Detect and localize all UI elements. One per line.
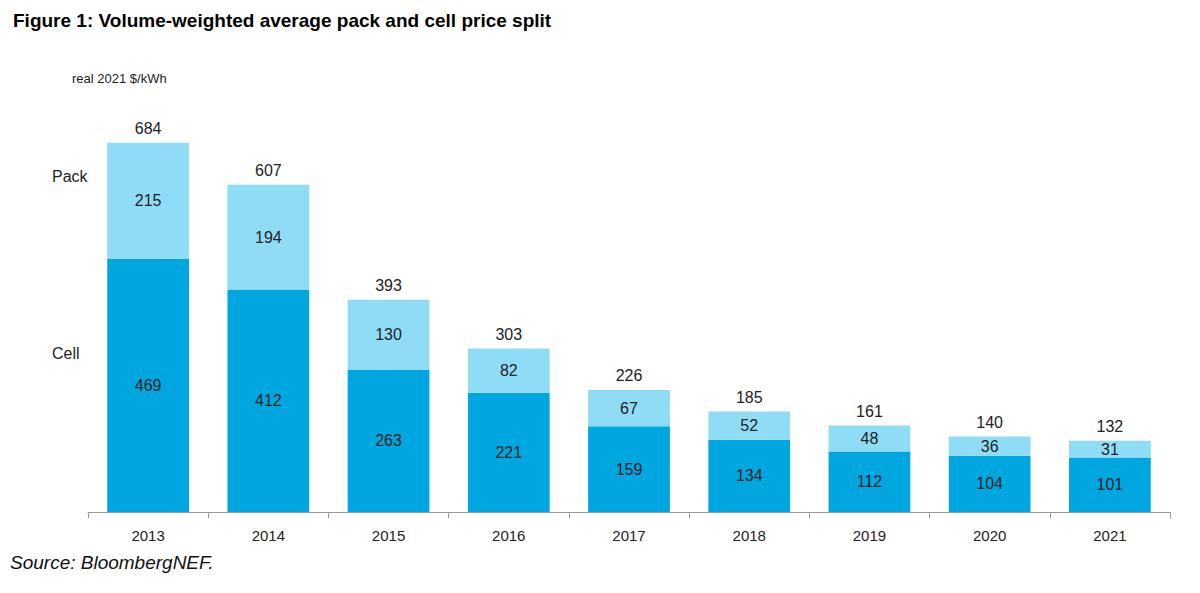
svg-text:Source: BloombergNEF.: Source: BloombergNEF. [10, 552, 213, 573]
svg-text:2015: 2015 [372, 527, 405, 544]
svg-text:2013: 2013 [131, 527, 164, 544]
svg-text:469: 469 [135, 377, 162, 394]
svg-text:130: 130 [375, 326, 402, 343]
svg-text:2018: 2018 [733, 527, 766, 544]
svg-text:82: 82 [500, 362, 518, 379]
svg-text:Cell: Cell [52, 345, 80, 362]
svg-text:36: 36 [981, 438, 999, 455]
svg-text:48: 48 [861, 430, 879, 447]
svg-text:132: 132 [1097, 418, 1124, 435]
svg-text:52: 52 [740, 417, 758, 434]
svg-text:101: 101 [1097, 476, 1124, 493]
svg-text:2020: 2020 [973, 527, 1006, 544]
svg-text:221: 221 [495, 444, 522, 461]
svg-text:194: 194 [255, 229, 282, 246]
svg-text:412: 412 [255, 392, 282, 409]
svg-text:67: 67 [620, 400, 638, 417]
svg-text:140: 140 [976, 414, 1003, 431]
svg-text:Figure 1: Volume-weighted aver: Figure 1: Volume-weighted average pack a… [13, 10, 552, 31]
svg-text:Pack: Pack [52, 168, 89, 185]
svg-text:161: 161 [856, 403, 883, 420]
svg-text:393: 393 [375, 277, 402, 294]
svg-text:226: 226 [616, 367, 643, 384]
svg-text:112: 112 [857, 473, 883, 490]
svg-text:2014: 2014 [252, 527, 285, 544]
svg-text:185: 185 [736, 389, 763, 406]
svg-text:303: 303 [495, 326, 522, 343]
svg-text:31: 31 [1101, 441, 1119, 458]
svg-text:2019: 2019 [853, 527, 886, 544]
svg-text:real 2021 $/kWh: real 2021 $/kWh [72, 71, 167, 86]
svg-text:607: 607 [255, 162, 282, 179]
svg-text:684: 684 [135, 120, 162, 137]
svg-text:159: 159 [616, 461, 643, 478]
svg-text:104: 104 [976, 475, 1003, 492]
svg-text:2021: 2021 [1093, 527, 1126, 544]
svg-text:2016: 2016 [492, 527, 525, 544]
svg-text:2017: 2017 [612, 527, 645, 544]
svg-text:215: 215 [135, 192, 162, 209]
svg-text:263: 263 [375, 432, 402, 449]
svg-text:134: 134 [736, 467, 763, 484]
